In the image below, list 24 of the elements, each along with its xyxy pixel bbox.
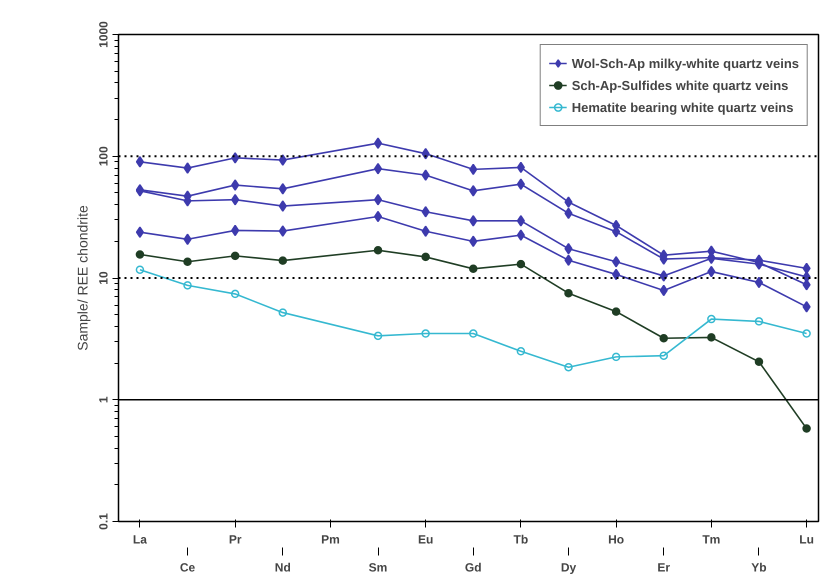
legend-label: Hematite bearing white quartz veins	[572, 100, 794, 114]
x-tick-label: Pm	[321, 532, 340, 546]
x-tick-label: Eu	[418, 532, 434, 546]
y-tick-label: 0.1	[96, 512, 110, 530]
legend-label: Wol-Sch-Ap milky-white quartz veins	[572, 56, 799, 70]
y-tick-label: 10	[96, 271, 110, 285]
x-tick-label: Tm	[702, 532, 720, 546]
x-tick-label: Tb	[514, 532, 528, 546]
y-axis-title: Sample/ REE chondrite	[74, 205, 90, 351]
x-tick-label: Pr	[228, 532, 242, 546]
x-tick-label: La	[132, 532, 148, 546]
x-tick-label: Ce	[180, 560, 196, 574]
y-tick-label: 1000	[96, 20, 110, 48]
y-tick-label: 100	[96, 146, 110, 166]
x-tick-label: Er	[657, 560, 670, 574]
x-tick-label: Gd	[464, 560, 482, 574]
x-tick-label: Sm	[368, 560, 388, 574]
x-tick-label: Yb	[751, 560, 767, 574]
x-tick-label: Dy	[560, 560, 576, 574]
x-tick-label: Nd	[274, 560, 291, 574]
x-tick-label: Lu	[799, 532, 814, 546]
x-tick-label: Ho	[608, 532, 624, 546]
y-tick-label: 1	[96, 396, 110, 404]
legend-label: Sch-Ap-Sulfides white quartz veins	[572, 78, 788, 92]
